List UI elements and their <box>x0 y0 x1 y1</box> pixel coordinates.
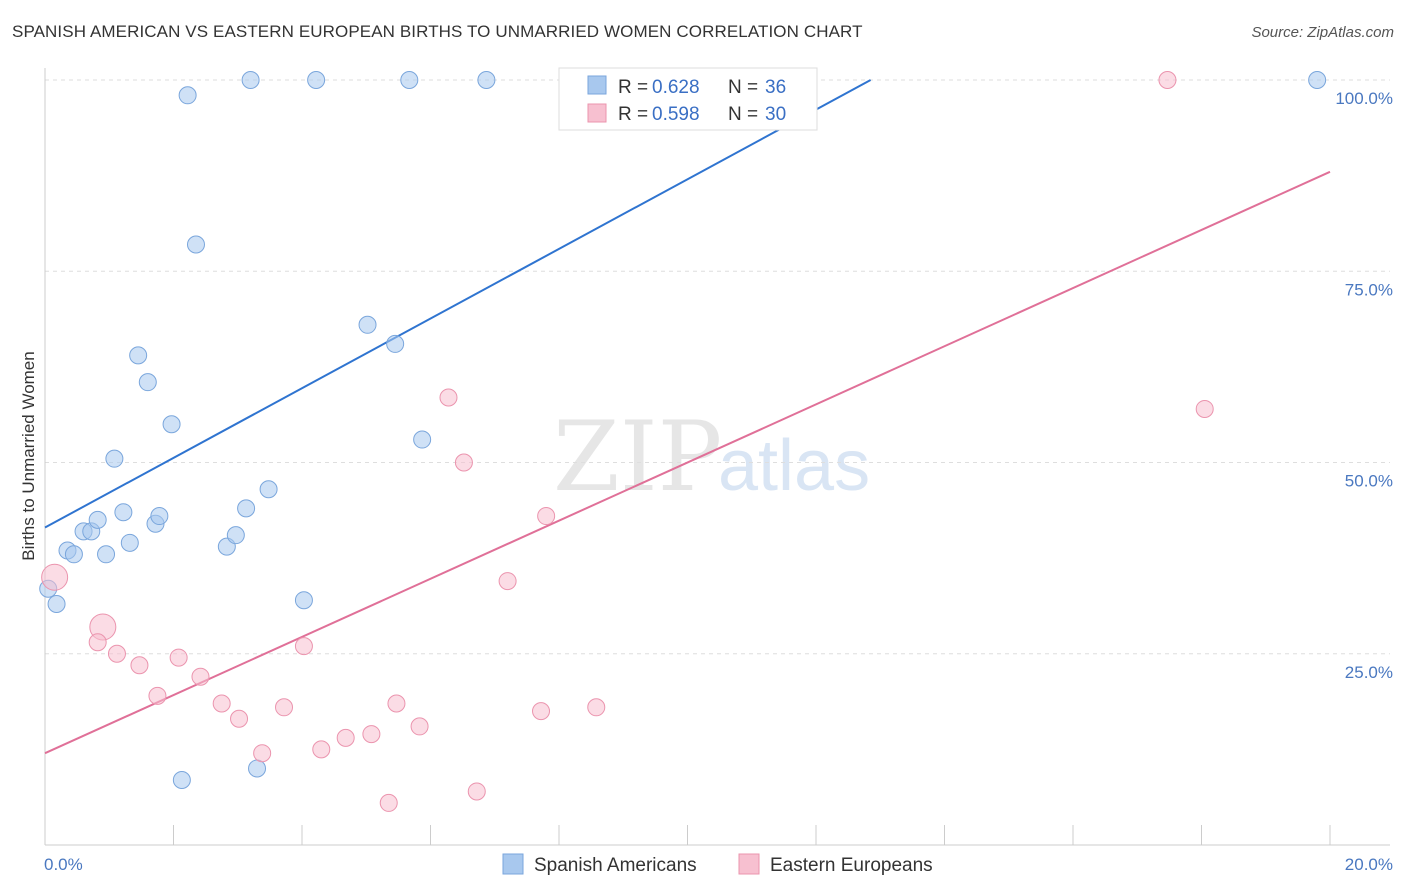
y-tick-label: 50.0% <box>1345 472 1393 491</box>
data-point-series-1 <box>105 449 124 468</box>
data-point-series-2 <box>312 740 331 759</box>
data-point-series-2 <box>454 453 473 472</box>
data-point-series-2 <box>532 702 551 721</box>
data-point-series-1 <box>477 71 496 89</box>
series-legend-swatch-spanish-americans <box>502 853 524 875</box>
x-tick-label: 0.0% <box>44 855 83 874</box>
data-point-series-1 <box>259 480 278 499</box>
data-point-series-1 <box>150 507 169 526</box>
data-point-series-2 <box>230 709 249 728</box>
y-tick-label: 100.0% <box>1335 89 1393 108</box>
legend-swatch-spanish-americans <box>587 75 607 95</box>
legend-r-value-1: 0.628 <box>652 77 700 98</box>
data-point-series-1 <box>178 86 197 105</box>
legend-r-label-1: R = <box>618 77 648 98</box>
data-point-series-2 <box>439 388 458 407</box>
y-tick-label: 75.0% <box>1345 280 1393 299</box>
data-point-series-1 <box>47 595 66 614</box>
data-point-series-2 <box>191 667 210 686</box>
data-point-series-1 <box>1308 71 1327 89</box>
data-point-series-1 <box>172 770 191 789</box>
legend-r-value-2: 0.598 <box>652 104 700 125</box>
series-legend-label-eastern-europeans: Eastern Europeans <box>770 855 933 876</box>
data-point-series-2 <box>41 563 69 591</box>
data-point-series-2 <box>1195 399 1214 418</box>
data-point-series-2 <box>537 507 556 526</box>
data-point-series-2 <box>410 717 429 736</box>
legend-n-value-1: 36 <box>765 77 786 98</box>
data-point-series-2 <box>1158 71 1177 89</box>
data-point-series-1 <box>294 591 313 610</box>
y-tick-label: 25.0% <box>1345 663 1393 682</box>
data-point-series-2 <box>275 698 294 717</box>
data-point-series-1 <box>186 235 205 254</box>
data-point-series-1 <box>413 430 432 449</box>
y-tick-labels: 25.0% 50.0% 75.0% 100.0% <box>1335 89 1393 682</box>
watermark-zip: ZIP <box>553 401 722 513</box>
source-credit: Source: ZipAtlas.com <box>1251 24 1394 41</box>
data-point-series-2 <box>88 633 107 652</box>
gridlines <box>45 79 1390 655</box>
data-point-series-2 <box>587 698 606 717</box>
data-point-series-1 <box>114 503 133 522</box>
data-point-series-1 <box>358 315 377 334</box>
y-axis-label: Births to Unmarried Women <box>19 351 38 560</box>
data-point-series-2 <box>498 572 517 591</box>
series-legend-swatch-eastern-europeans <box>738 853 760 875</box>
series-legend-label-spanish-americans: Spanish Americans <box>534 855 697 876</box>
data-point-series-1 <box>248 759 267 778</box>
data-point-series-2 <box>130 656 149 675</box>
data-point-series-2 <box>336 728 355 747</box>
data-point-series-2 <box>387 694 406 713</box>
data-point-series-1 <box>400 71 419 89</box>
data-point-series-1 <box>307 71 326 89</box>
legend-n-label-2: N = <box>728 104 758 125</box>
legend-n-value-2: 30 <box>765 104 786 125</box>
data-point-series-1 <box>241 71 260 89</box>
data-point-series-1 <box>162 415 181 434</box>
x-tick-labels: 0.0% 20.0% <box>44 855 1393 874</box>
data-point-series-1 <box>138 373 157 392</box>
watermark: ZIP atlas <box>553 401 870 513</box>
watermark-atlas: atlas <box>718 426 870 506</box>
data-point-series-1 <box>386 334 405 353</box>
data-point-series-2 <box>467 782 486 801</box>
trend-line-series-1 <box>44 79 872 529</box>
data-point-series-2 <box>294 637 313 656</box>
data-point-series-2 <box>379 793 398 812</box>
trend-line-series-2 <box>44 170 1331 755</box>
chart-title: SPANISH AMERICAN VS EASTERN EUROPEAN BIR… <box>12 22 863 41</box>
data-point-series-2 <box>107 644 126 663</box>
data-point-series-1 <box>88 510 107 529</box>
data-points <box>39 71 1327 812</box>
series-legend: Spanish Americans Eastern Europeans <box>502 853 933 876</box>
legend-r-label-2: R = <box>618 104 648 125</box>
data-point-series-2 <box>212 694 231 713</box>
data-point-series-2 <box>362 725 381 744</box>
legend-swatch-eastern-europeans <box>587 103 607 123</box>
data-point-series-2 <box>148 686 167 705</box>
data-point-series-1 <box>129 346 148 365</box>
correlation-legend: R = 0.628 N = 36 R = 0.598 N = 30 <box>558 67 818 131</box>
trend-lines <box>44 79 1331 755</box>
axes <box>44 68 1390 846</box>
data-point-series-1 <box>237 499 256 518</box>
data-point-series-1 <box>64 545 83 564</box>
data-point-series-2 <box>253 744 272 763</box>
data-point-series-2 <box>169 648 188 667</box>
legend-n-label-1: N = <box>728 77 758 98</box>
x-tick-label: 20.0% <box>1345 855 1393 874</box>
data-point-series-1 <box>226 526 245 545</box>
data-point-series-1 <box>97 545 116 564</box>
data-point-series-1 <box>120 533 139 552</box>
